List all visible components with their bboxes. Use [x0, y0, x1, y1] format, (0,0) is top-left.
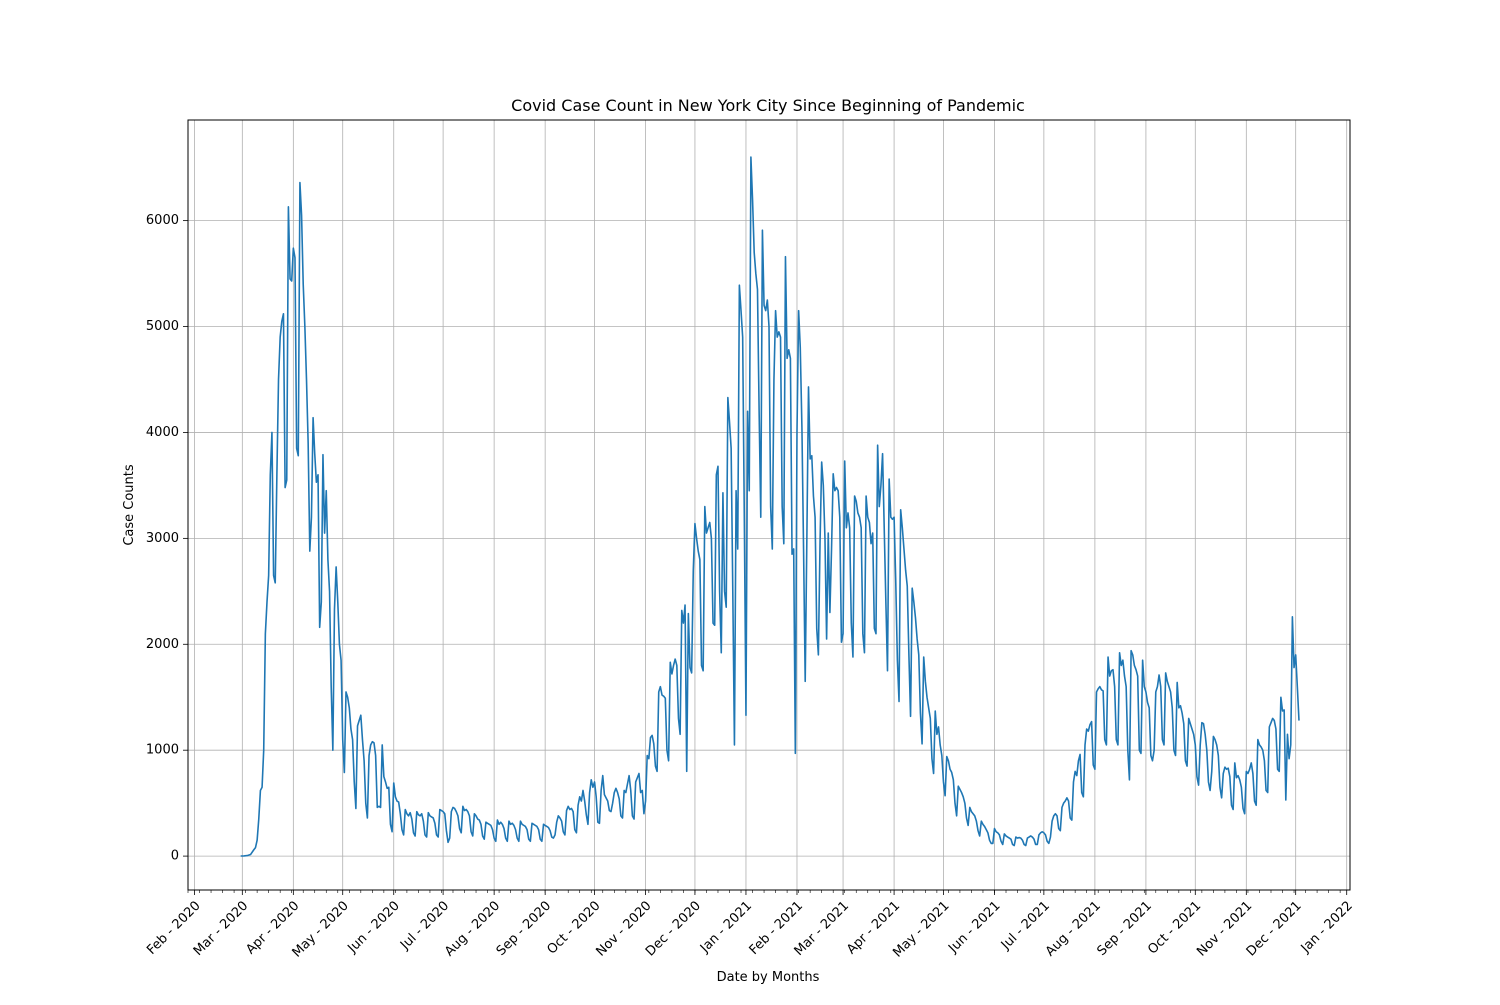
x-tick-label: Aug - 2021	[1043, 898, 1104, 959]
y-tick-label: 5000	[146, 319, 179, 334]
plot-frame	[187, 119, 1351, 891]
grid	[188, 120, 1350, 890]
y-tick-label: 3000	[146, 531, 179, 546]
x-tick-label: Aug - 2020	[442, 898, 503, 959]
y-tick-label: 6000	[146, 213, 179, 228]
x-tick-label: Jul - 2020	[397, 898, 452, 953]
x-tick-label: Jul - 2021	[998, 898, 1053, 953]
y-tick-label: 1000	[146, 743, 179, 758]
x-tick-label: Sep - 2021	[1094, 898, 1154, 958]
y-tick-label: 0	[171, 849, 179, 864]
series-layer	[240, 156, 1300, 857]
x-axis-label: Date by Months	[717, 970, 820, 985]
chart-title: Covid Case Count in New York City Since …	[511, 96, 1025, 115]
x-tick-label: Jan - 2022	[1298, 898, 1356, 956]
series-line-0	[240, 156, 1300, 857]
x-tick-label: Jun - 2021	[945, 898, 1003, 956]
y-tick-label: 4000	[146, 425, 179, 440]
y-tick-label: 2000	[146, 637, 179, 652]
x-tick-label: Sep - 2020	[494, 898, 554, 958]
x-tick-label: Jun - 2020	[345, 898, 403, 956]
y-axis-label: Case Counts	[122, 464, 137, 546]
